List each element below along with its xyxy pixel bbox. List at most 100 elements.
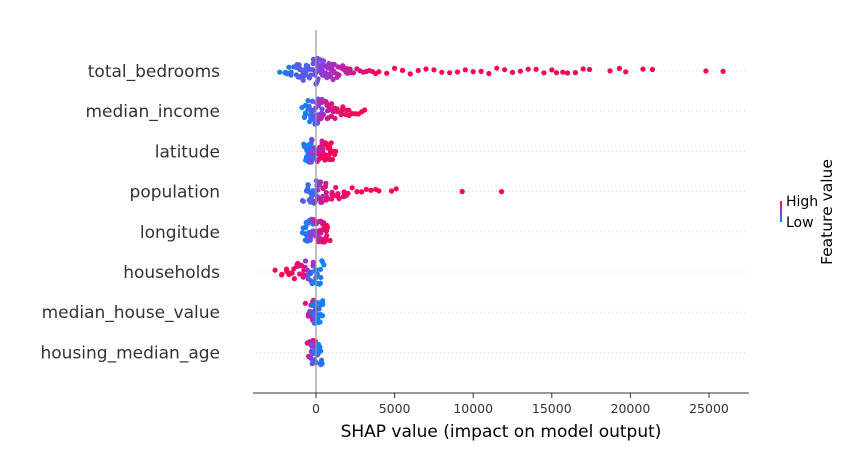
- shap-point: [333, 184, 339, 191]
- feature-label: households: [123, 263, 220, 283]
- shap-point: [297, 66, 303, 72]
- shap-point: [586, 66, 593, 73]
- feature-labels: total_bedrooms median_income latitude popul…: [41, 62, 221, 363]
- shap-point: [308, 271, 314, 277]
- feature-label: total_bedrooms: [88, 62, 220, 82]
- shap-point: [320, 112, 326, 118]
- shap-point: [317, 266, 324, 272]
- shap-point: [454, 69, 461, 75]
- shap-point: [338, 112, 344, 118]
- shap-point: [328, 140, 334, 146]
- shap-point: [310, 228, 316, 234]
- shap-point: [284, 71, 290, 77]
- shap-point: [607, 68, 613, 74]
- shap-point: [318, 274, 324, 281]
- x-tick-label: 20000: [611, 401, 651, 416]
- shap-point: [553, 70, 560, 76]
- row-guides: [256, 70, 745, 353]
- shap-point: [407, 71, 413, 77]
- shap-point: [317, 280, 323, 286]
- shap-point: [309, 341, 315, 347]
- shap-point: [310, 263, 316, 269]
- shap-point: [301, 114, 307, 120]
- shap-point: [308, 72, 314, 78]
- shap-point: [517, 68, 524, 74]
- shap-point: [362, 107, 368, 113]
- shap-point: [649, 66, 656, 73]
- feature-label: longitude: [140, 223, 220, 243]
- shap-point: [320, 69, 326, 76]
- shap-point: [315, 314, 321, 320]
- shap-point: [330, 62, 336, 68]
- shap-point: [306, 142, 312, 148]
- shap-point: [333, 148, 339, 154]
- shap-point: [323, 180, 329, 186]
- shap-point: [310, 311, 316, 317]
- shap-point: [459, 188, 465, 195]
- shap-point: [498, 189, 505, 195]
- shap-point: [310, 359, 316, 365]
- shap-point: [388, 188, 395, 194]
- shap-point: [525, 66, 531, 72]
- shap-point: [301, 141, 307, 147]
- x-ticks: 0 5000 10000 15000 20000 25000: [312, 393, 729, 416]
- x-tick-label: 10000: [453, 401, 493, 416]
- shap-point: [327, 73, 334, 79]
- shap-point: [486, 70, 492, 77]
- shap-point: [307, 235, 314, 241]
- shap-point: [307, 354, 313, 360]
- shap-point: [439, 69, 445, 75]
- shap-point: [703, 68, 709, 74]
- shap-point: [277, 69, 283, 75]
- shap-point: [349, 185, 355, 191]
- shap-point: [310, 67, 316, 73]
- shap-point: [332, 115, 338, 121]
- shap-point: [308, 151, 314, 157]
- shap-point: [287, 270, 294, 276]
- shap-point: [312, 280, 318, 286]
- shap-point: [478, 68, 484, 74]
- shap-point: [318, 57, 324, 63]
- shap-point: [720, 68, 726, 74]
- shap-point: [320, 301, 326, 307]
- shap-point: [315, 103, 321, 109]
- shap-point: [319, 258, 325, 265]
- shap-point: [318, 97, 324, 104]
- shap-point: [319, 361, 325, 367]
- shap-point: [286, 64, 292, 70]
- shap-point: [415, 67, 421, 74]
- shap-point: [309, 137, 315, 143]
- shap-point: [423, 66, 429, 72]
- feature-label: population: [130, 183, 220, 203]
- points-layer: [272, 55, 726, 368]
- shap-point: [376, 188, 382, 194]
- shap-point: [305, 313, 311, 319]
- shap-point: [323, 228, 329, 234]
- shap-point: [368, 187, 374, 193]
- shap-point: [323, 190, 329, 196]
- shap-point: [305, 98, 311, 104]
- shap-point: [354, 189, 360, 195]
- shap-point: [318, 198, 325, 204]
- shap-point: [297, 271, 303, 277]
- shap-point: [308, 107, 314, 113]
- shap-point: [319, 106, 325, 112]
- x-tick-label: 0: [312, 401, 320, 416]
- shap-point: [580, 66, 586, 72]
- shap-point: [447, 70, 453, 76]
- shap-point: [335, 193, 341, 199]
- shap-point: [325, 145, 331, 151]
- x-axis-label: SHAP value (impact on model output): [341, 422, 662, 442]
- shap-point: [328, 196, 335, 202]
- shap-point: [334, 74, 340, 80]
- shap-point: [315, 76, 321, 82]
- shap-point: [337, 64, 343, 70]
- shap-point: [470, 69, 476, 75]
- shap-point: [324, 194, 330, 200]
- shap-point: [316, 228, 322, 234]
- shap-point: [376, 69, 382, 75]
- feature-label: median_income: [86, 102, 221, 122]
- shap-point: [296, 62, 302, 68]
- x-tick-label: 5000: [379, 401, 411, 416]
